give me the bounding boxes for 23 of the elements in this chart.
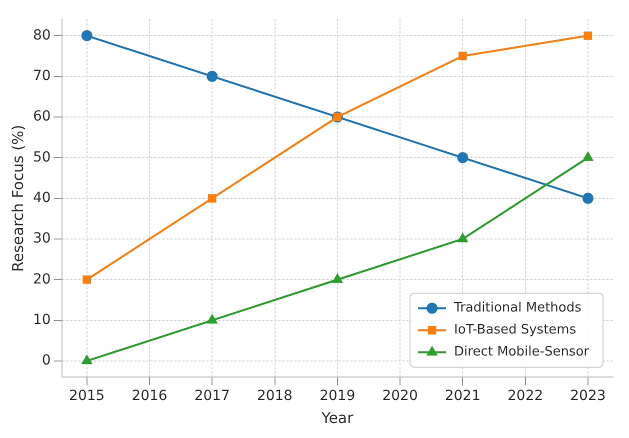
y-tick-label: 80 [32,27,51,44]
x-tick-label: 2015 [69,388,105,404]
y-tick-label: 50 [32,149,51,166]
y-tick-label: 40 [32,190,51,206]
y-axis-title: Research Focus (%) [8,124,27,272]
x-tick-label: 2019 [320,388,356,404]
y-tick-label: 30 [32,230,51,247]
x-axis-title: Year [320,408,354,427]
legend-label: Traditional Methods [453,300,582,316]
y-tick-label: 0 [42,352,51,369]
y-tick-label: 10 [32,312,51,328]
y-tick-label: 60 [32,108,51,125]
x-tick-label: 2023 [570,388,606,404]
x-tick-label: 2016 [132,388,168,404]
x-tick-label: 2020 [382,388,418,404]
x-tick-label: 2017 [194,388,230,404]
y-tick-label: 70 [32,68,51,84]
x-tick-label: 2021 [444,388,480,404]
legend-label: Direct Mobile-Sensor [454,344,590,360]
legend-label: IoT-Based Systems [454,322,576,338]
x-tick-label: 2018 [256,388,293,404]
x-tick-label: 2022 [507,388,544,404]
y-tick-label: 20 [32,271,51,288]
